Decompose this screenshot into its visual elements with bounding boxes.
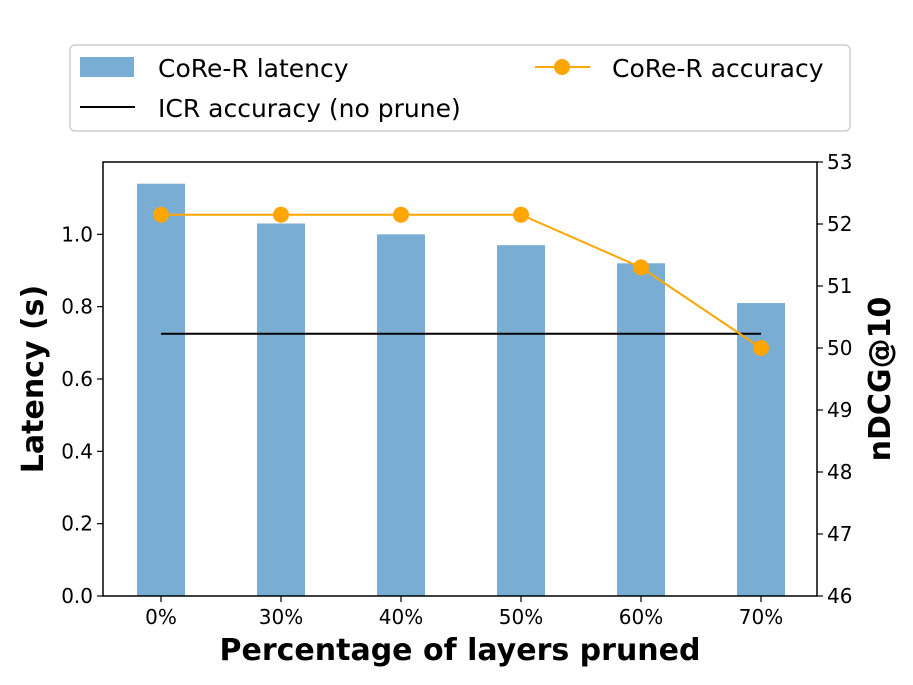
bar-latency-3 <box>497 245 545 596</box>
left-tick-label-5: 1.0 <box>61 222 93 246</box>
legend-marker-accuracy <box>554 59 570 75</box>
plot-area <box>137 183 785 597</box>
left-tick-label-4: 0.8 <box>61 295 93 319</box>
bar-latency-0 <box>137 183 185 596</box>
x-axis-title: Percentage of layers pruned <box>220 633 701 668</box>
right-tick-label-7: 53 <box>827 150 852 174</box>
right-tick-label-5: 51 <box>827 274 852 298</box>
right-tick-label-4: 50 <box>827 336 852 360</box>
point-accuracy-0 <box>153 206 169 223</box>
left-tick-label-0: 0.0 <box>61 584 93 608</box>
right-tick-label-3: 49 <box>827 398 852 422</box>
point-accuracy-5 <box>753 340 769 356</box>
bar-latency-1 <box>257 223 305 596</box>
x-tick-label-2: 40% <box>379 605 423 629</box>
right-tick-label-6: 52 <box>827 212 852 236</box>
right-tick-label-0: 46 <box>827 584 852 608</box>
left-tick-label-3: 0.6 <box>61 367 93 391</box>
x-tick-label-3: 50% <box>499 605 543 629</box>
left-tick-label-2: 0.4 <box>61 439 93 463</box>
right-axis-title: nDCG@10 <box>863 297 898 462</box>
legend-label-latency: CoRe-R latency <box>158 54 349 83</box>
legend-label-accuracy: CoRe-R accuracy <box>612 54 824 83</box>
plot-frame <box>102 161 818 597</box>
left-tick-label-1: 0.2 <box>61 512 93 536</box>
point-accuracy-2 <box>393 206 409 223</box>
left-axis-title: Latency (s) <box>16 285 51 473</box>
point-accuracy-1 <box>273 206 289 223</box>
legend-label-icr: ICR accuracy (no prune) <box>158 94 461 123</box>
x-tick-label-4: 60% <box>619 605 663 629</box>
x-tick-label-1: 30% <box>259 605 303 629</box>
x-tick-label-5: 70% <box>739 605 783 629</box>
bar-latency-2 <box>377 234 425 597</box>
point-accuracy-3 <box>513 206 529 223</box>
bar-latency-4 <box>617 263 665 596</box>
point-accuracy-4 <box>633 259 649 276</box>
legend-swatch-latency <box>80 57 134 77</box>
legend-box <box>69 44 851 132</box>
x-tick-label-0: 0% <box>145 605 177 629</box>
line-core-r-accuracy <box>161 213 762 349</box>
right-tick-label-2: 48 <box>827 460 852 484</box>
legend: CoRe-R latency CoRe-R accuracy ICR accur… <box>69 44 851 132</box>
right-tick-label-1: 47 <box>827 522 852 546</box>
